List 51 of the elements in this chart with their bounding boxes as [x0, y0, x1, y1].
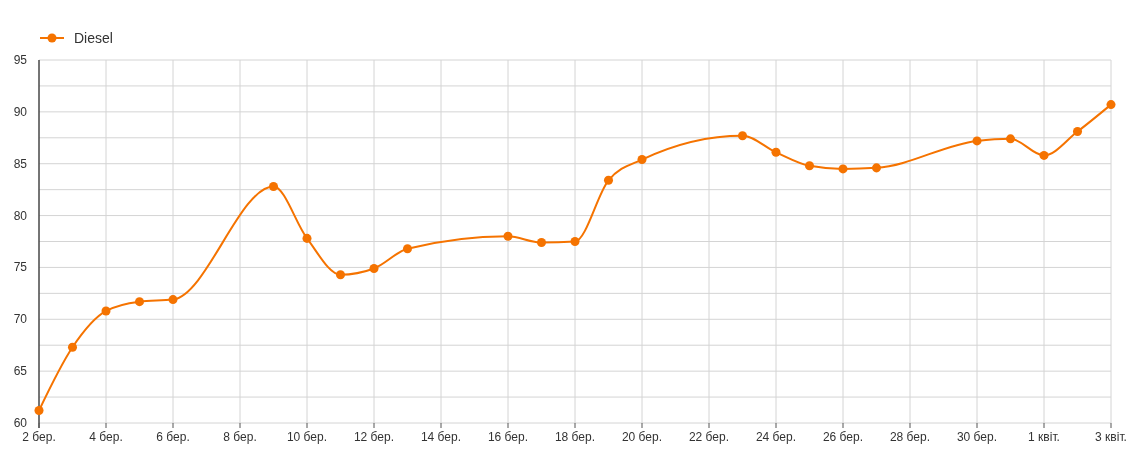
x-tick-label: 30 бер.	[956, 430, 998, 444]
x-tick-label: 12 бер.	[353, 430, 395, 444]
x-tick-label: 18 бер.	[554, 430, 596, 444]
point	[369, 263, 379, 273]
y-tick-label: 90	[13, 104, 28, 119]
point	[737, 131, 748, 141]
x-tick-label: 26 бер.	[822, 430, 864, 444]
point	[34, 406, 44, 416]
point	[1072, 127, 1083, 137]
point	[402, 244, 413, 254]
point	[302, 233, 312, 243]
x-tick-label: 2 бер.	[22, 430, 56, 444]
x-tick-label: 20 бер.	[621, 430, 663, 444]
point	[134, 297, 145, 307]
point	[1005, 134, 1016, 144]
x-tick-label: 16 бер.	[487, 430, 529, 444]
x-tick-label: 10 бер.	[286, 430, 328, 444]
y-tick-label: 85	[13, 156, 28, 171]
x-tick-label: 24 бер.	[755, 430, 797, 444]
y-tick-label: 80	[13, 208, 28, 223]
y-tick-label: 65	[13, 364, 28, 379]
point	[838, 164, 848, 174]
point	[335, 270, 346, 280]
point	[268, 182, 279, 192]
x-tick-label: 1 квіт.	[1028, 430, 1060, 444]
point	[101, 306, 111, 316]
point	[804, 161, 815, 171]
x-tick-label: 6 бер.	[156, 430, 190, 444]
point	[1106, 100, 1116, 110]
y-tick-label: 70	[13, 312, 28, 327]
point	[972, 136, 982, 146]
point	[637, 155, 647, 165]
point	[536, 238, 547, 248]
point	[771, 147, 781, 157]
point	[503, 231, 513, 241]
x-tick-label: 14 бер.	[420, 430, 462, 444]
point	[1039, 150, 1049, 160]
point	[67, 342, 78, 352]
legend-label: Diesel	[74, 30, 113, 46]
point	[603, 175, 614, 185]
y-tick-label: 60	[13, 416, 28, 430]
y-tick-label: 75	[13, 260, 28, 275]
point	[570, 236, 580, 247]
point	[168, 295, 178, 305]
x-tick-label: 8 бер.	[223, 430, 257, 444]
x-tick-label: 28 бер.	[889, 430, 931, 444]
point	[871, 163, 882, 173]
x-tick-label: 3 квіт.	[1095, 430, 1127, 444]
x-tick-label: 4 бер.	[89, 430, 123, 444]
x-tick-label: 22 бер.	[688, 430, 730, 444]
y-tick-label: 95	[13, 53, 28, 67]
